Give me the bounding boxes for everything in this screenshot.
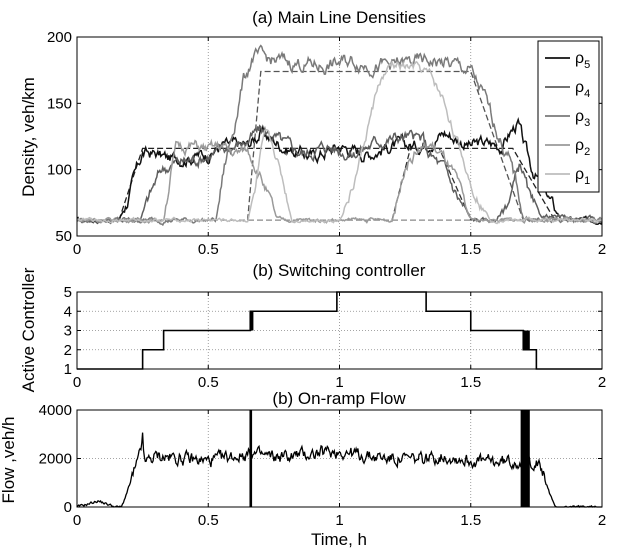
- flow-burst: [520, 410, 530, 507]
- y-tick-label: 5: [64, 284, 72, 301]
- x-tick-label: 1: [335, 241, 343, 258]
- panel-c-title: (b) On-ramp Flow: [272, 389, 406, 408]
- x-tick-label: 1.5: [460, 241, 481, 258]
- x-tick-label: 2: [598, 241, 606, 258]
- y-tick-label: 100: [47, 162, 72, 179]
- x-tick-label: 0.5: [198, 241, 219, 258]
- panel-on-ramp-flow: (b) On-ramp Flow 0 0.5 1 1.5 2 0 2000 4000 Flow…: [0, 389, 606, 549]
- y-tick-label: 200: [47, 29, 72, 46]
- x-tick-label: 0: [73, 374, 81, 391]
- reference-line: [391, 147, 472, 221]
- x-tick-label: 0.5: [198, 374, 219, 391]
- panel-switching-controller: (b) Switching controller 0 0.5 1 1.5 212345 …: [19, 261, 606, 392]
- y-tick-label: 2000: [39, 451, 72, 468]
- y-tick-label: 1: [64, 361, 72, 378]
- x-tick-label: 0.5: [198, 512, 219, 529]
- panel-b-ylabel: Active Controller: [19, 267, 38, 392]
- panel-main-line-densities: (a) Main Line Densities 0 0.5 1 1.5 2 50 100 15…: [19, 8, 606, 258]
- y-tick-label: 0: [64, 499, 72, 516]
- panel-b-title: (b) Switching controller: [253, 261, 426, 280]
- panel-c-ylabel: Flow ,veh/h: [0, 417, 18, 504]
- y-tick-label: 3: [64, 323, 72, 340]
- panel-a-title: (a) Main Line Densities: [252, 8, 426, 27]
- y-tick-label: 2: [64, 342, 72, 359]
- reference-line: [246, 70, 524, 221]
- x-tick-label: 1: [335, 374, 343, 391]
- y-tick-label: 4000: [39, 402, 72, 419]
- series-line: [77, 59, 603, 225]
- y-tick-label: 50: [55, 228, 72, 245]
- x-tick-label: 2: [598, 374, 606, 391]
- y-tick-label: 150: [47, 95, 72, 112]
- x-tick-label: 0: [73, 241, 81, 258]
- flow-line: [76, 432, 602, 509]
- flow-burst: [249, 410, 253, 507]
- x-tick-label: 0: [73, 512, 81, 529]
- x-tick-label: 1: [335, 512, 343, 529]
- chatter-block: [250, 311, 254, 331]
- panel-a-ylabel: Density, veh/km: [19, 77, 38, 197]
- x-tick-label: 2: [598, 512, 606, 529]
- series-line: [76, 44, 603, 227]
- series-line: [76, 124, 603, 224]
- y-tick-label: 4: [64, 303, 72, 320]
- chatter-block: [523, 330, 530, 350]
- x-tick-label: 1.5: [460, 512, 481, 529]
- panel-c-xlabel: Time, h: [311, 530, 367, 549]
- x-tick-label: 1.5: [460, 374, 481, 391]
